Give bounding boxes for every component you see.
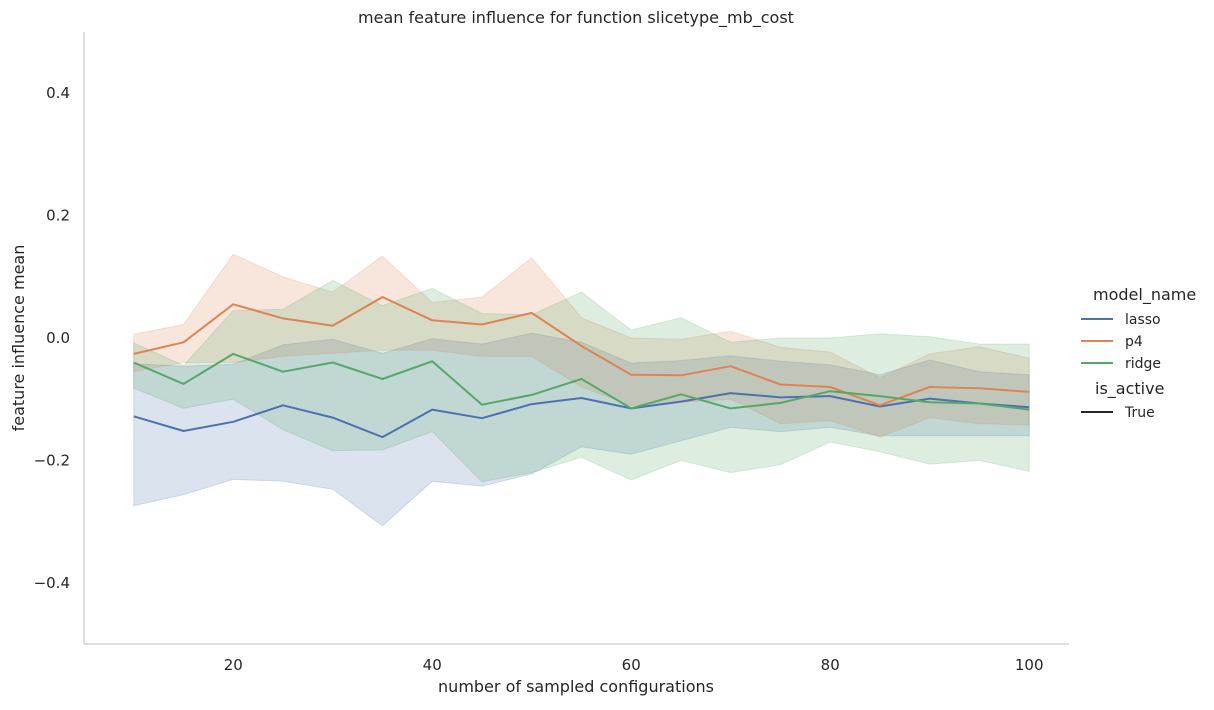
x-tick-label: 80 — [821, 656, 840, 674]
x-tick-label: 60 — [622, 656, 641, 674]
legend-label-ridge: ridge — [1125, 356, 1161, 372]
series-line-ridge — [133, 352, 1030, 411]
x-axis-label: number of sampled configurations — [438, 677, 714, 696]
x-tick-label: 40 — [423, 656, 442, 674]
y-axis-label: feature influence mean — [9, 245, 28, 432]
y-tick-labels: −0.4 −0.2 0.0 0.2 0.4 — [34, 84, 70, 592]
ci-band-lasso — [133, 332, 1030, 527]
legend-style-entries: True — [1081, 405, 1155, 421]
legend-label-lasso: lasso — [1125, 312, 1161, 328]
y-tick-label: 0.2 — [46, 207, 70, 225]
x-tick-labels: 20 40 60 80 100 — [224, 656, 1044, 674]
legend-label-p4: p4 — [1125, 334, 1143, 350]
y-tick-label: −0.4 — [34, 574, 70, 592]
y-tick-label: 0.0 — [46, 329, 70, 347]
x-tick-label: 100 — [1015, 656, 1044, 674]
legend-style-label: True — [1124, 405, 1155, 421]
y-tick-label: −0.2 — [34, 451, 70, 469]
confidence-bands — [133, 253, 1030, 527]
chart-title: mean feature influence for function slic… — [358, 8, 794, 28]
series-line-lasso — [133, 392, 1030, 439]
legend: model_name lasso p4 ridge is_active True — [1081, 285, 1196, 421]
series-lines — [133, 296, 1030, 439]
legend-hue-entries: lasso p4 ridge — [1081, 312, 1161, 372]
ci-band-ridge — [133, 279, 1030, 483]
x-tick-label: 20 — [224, 656, 243, 674]
series-line-p4 — [133, 296, 1030, 407]
legend-style-title: is_active — [1095, 379, 1164, 399]
y-tick-label: 0.4 — [46, 84, 70, 102]
legend-hue-title: model_name — [1093, 285, 1196, 305]
